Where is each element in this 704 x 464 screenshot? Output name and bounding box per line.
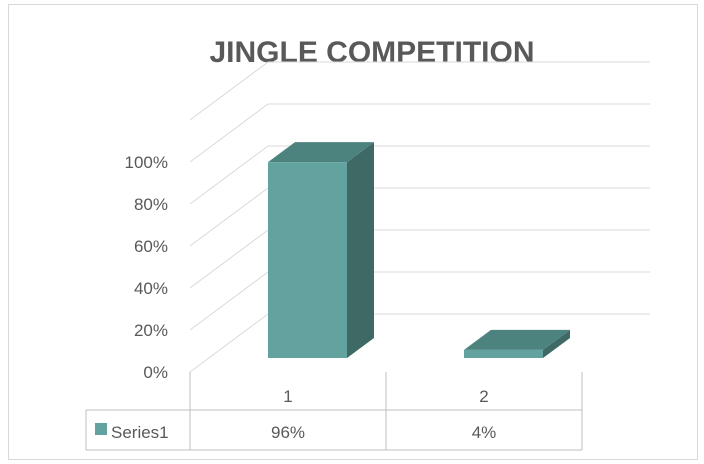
bar [268,162,347,358]
y-axis-ticks: 0% 20% 40% 60% 80% 100% [125,153,168,382]
table-value: 4% [472,423,497,442]
y-tick-label: 0% [143,363,168,382]
bar-side [543,329,570,358]
bar [464,349,543,358]
gridlines [189,61,650,373]
bars [268,142,570,358]
x-category-label: 2 [479,387,488,406]
bar-side [347,142,374,358]
data-table: 1 2 96% 4% Series1 [85,372,583,451]
y-tick-label: 60% [134,237,168,256]
y-tick-label: 40% [134,279,168,298]
y-tick-label: 100% [125,153,168,172]
gridline-depth [189,103,269,163]
chart-title: JINGLE COMPETITION [209,36,534,69]
gridline-depth [189,229,269,289]
legend-key [95,423,107,435]
bar-top [268,142,374,163]
bar-category-1 [268,142,374,358]
gridline-depth [189,271,269,331]
gridline-depth [189,61,269,121]
gridline-depth [189,187,269,247]
series-name: Series1 [111,423,169,442]
y-tick-label: 20% [134,321,168,340]
bar-category-2 [464,329,570,358]
bar-top [464,329,570,350]
gridline-depth [189,313,269,373]
x-category-label: 1 [283,387,292,406]
table-value: 96% [271,423,305,442]
y-tick-label: 80% [134,195,168,214]
gridline-depth [189,145,269,205]
